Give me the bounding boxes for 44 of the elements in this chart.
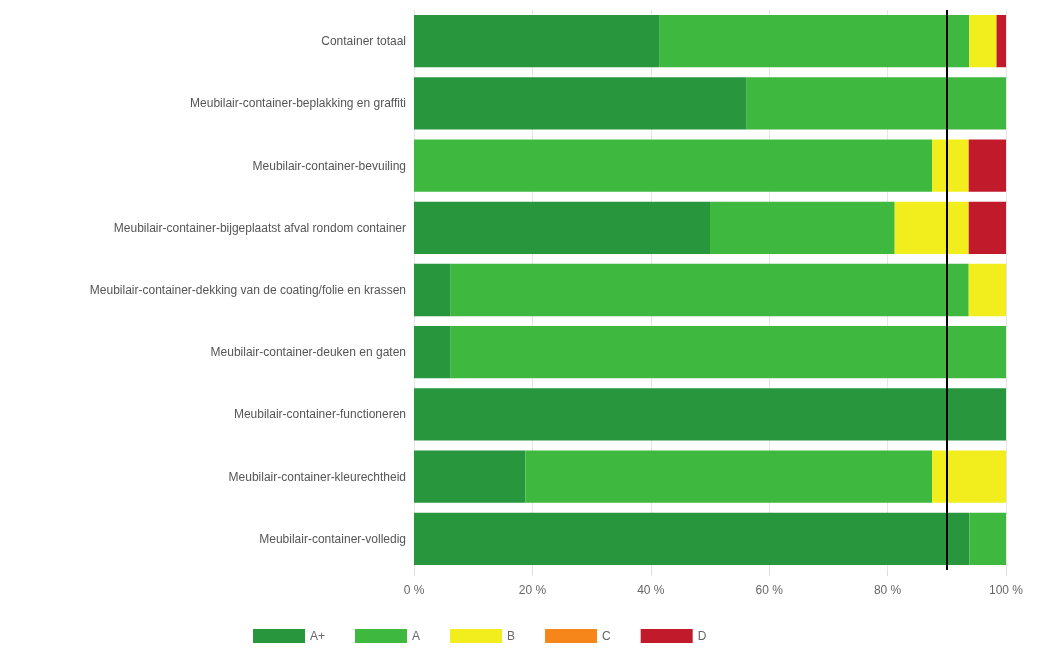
- x-tick-label: 20 %: [518, 583, 547, 597]
- x-tick-label: 100 %: [988, 583, 1024, 597]
- legend-label: B: [507, 629, 516, 643]
- y-tick-label: Meubilair-container-functioneren: [233, 407, 406, 422]
- y-tick-label: Meubilair-container-beplakking en graffiti: [190, 96, 406, 111]
- x-tick-label: 60 %: [755, 583, 784, 597]
- bar: [414, 450, 526, 503]
- y-tick-label: Meubilair-container-deuken en gaten: [210, 345, 406, 360]
- bar: [968, 263, 1006, 317]
- bar: [932, 139, 969, 192]
- bar: [414, 326, 451, 379]
- y-tick-label: Meubilair-container-kleurechtheid: [228, 469, 406, 484]
- bar: [968, 139, 1006, 192]
- y-tick-label: Meubilair-container-bevuiling: [252, 158, 406, 173]
- x-tick-label: 40 %: [637, 583, 665, 597]
- legend-label: A: [412, 629, 421, 643]
- legend-label: D: [697, 629, 707, 643]
- y-tick-label: Meubilair-container-volledig: [259, 531, 406, 546]
- bar: [414, 388, 1006, 441]
- bar: [659, 14, 970, 68]
- x-tick-label: 80 %: [873, 583, 902, 597]
- bar: [450, 326, 1006, 379]
- bar: [414, 512, 970, 566]
- legend-label: C: [602, 629, 612, 643]
- bar: [710, 201, 895, 254]
- bar: [450, 263, 969, 317]
- y-tick-label: Container totaal: [321, 34, 406, 49]
- y-tick-label: Meubilair-container-dekking van de coating/folie en krassen: [89, 283, 406, 297]
- bar: [414, 201, 710, 254]
- bar: [746, 77, 1006, 130]
- bar: [414, 263, 451, 317]
- bar: [414, 14, 660, 68]
- legend-label: A+: [310, 629, 326, 643]
- bar: [969, 512, 1006, 566]
- bar: [414, 77, 747, 130]
- bar: [414, 139, 932, 192]
- bar: [968, 201, 1006, 254]
- bar: [996, 14, 1006, 68]
- x-tick-label: 0 %: [403, 583, 425, 597]
- bar: [969, 14, 997, 68]
- bar: [932, 450, 1006, 503]
- y-tick-label: Meubilair-container-bijgeplaatst afval rondom container: [113, 220, 406, 235]
- bar: [894, 201, 969, 254]
- bar: [525, 450, 932, 503]
